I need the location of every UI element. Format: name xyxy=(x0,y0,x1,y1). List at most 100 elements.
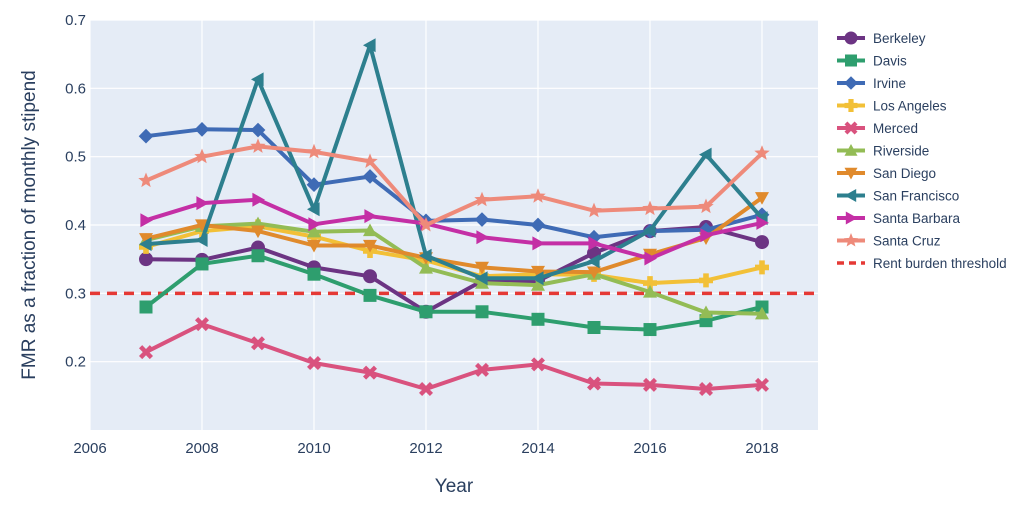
data-point xyxy=(252,192,265,207)
data-point xyxy=(250,122,266,138)
y-axis-label: FMR as a fraction of monthly stipend xyxy=(19,70,40,379)
data-point xyxy=(138,128,154,144)
data-point xyxy=(474,191,490,207)
data-point xyxy=(531,265,545,279)
legend-label: Rent burden threshold xyxy=(873,256,1007,271)
data-point xyxy=(755,377,769,392)
legend-item[interactable]: Riverside xyxy=(837,144,929,159)
data-point xyxy=(587,266,601,280)
series-line xyxy=(145,43,764,281)
data-point xyxy=(364,209,377,224)
legend-item[interactable]: Davis xyxy=(837,54,907,69)
legend-item[interactable]: Rent burden threshold xyxy=(837,256,1007,271)
x-tick-label: 2006 xyxy=(73,440,106,457)
legend-item[interactable]: San Diego xyxy=(837,166,936,181)
data-point xyxy=(250,138,266,153)
data-point xyxy=(140,213,153,228)
data-point xyxy=(362,153,378,168)
data-point xyxy=(586,202,602,218)
data-point xyxy=(699,305,713,319)
data-point xyxy=(139,233,153,246)
data-point xyxy=(419,248,432,263)
series-line xyxy=(145,221,763,316)
legend-marker xyxy=(844,189,857,202)
data-point xyxy=(195,219,209,232)
legend-item[interactable]: Santa Cruz xyxy=(837,233,941,249)
data-point xyxy=(700,228,713,243)
legend-label: Riverside xyxy=(873,144,929,159)
data-point xyxy=(643,276,657,291)
data-point xyxy=(139,237,152,252)
legend-item[interactable]: Santa Barbara xyxy=(837,211,961,226)
y-tick-label: 0.3 xyxy=(65,285,86,302)
x-axis-label: Year xyxy=(435,476,474,497)
series-san-francisco xyxy=(139,38,768,286)
x-tick-label: 2014 xyxy=(521,440,554,457)
data-point xyxy=(699,147,712,162)
data-point xyxy=(643,285,657,298)
legend-marker xyxy=(844,121,858,135)
data-point xyxy=(532,236,545,251)
data-point xyxy=(363,269,377,284)
data-point xyxy=(587,254,600,269)
data-point xyxy=(475,276,489,289)
data-point xyxy=(307,267,321,281)
series-line xyxy=(145,127,763,240)
data-point xyxy=(251,336,265,351)
data-point xyxy=(530,217,546,233)
data-point xyxy=(587,321,601,334)
x-tick-label: 2018 xyxy=(745,440,778,457)
legend[interactable]: Berkeley Davis Irvine Los Angeles Merced Rive… xyxy=(837,31,1007,271)
data-point xyxy=(643,323,657,337)
legend-item[interactable]: Irvine xyxy=(837,76,906,91)
legend-label: Irvine xyxy=(873,76,906,91)
y-tick-label: 0.4 xyxy=(65,217,86,234)
data-point xyxy=(475,305,489,319)
data-point xyxy=(754,145,770,160)
x-tick-label: 2010 xyxy=(297,440,330,457)
data-point xyxy=(307,239,321,253)
data-point xyxy=(588,236,601,251)
data-point xyxy=(419,382,433,396)
legend-item[interactable]: San Francisco xyxy=(837,189,959,204)
series-line xyxy=(145,196,764,275)
data-point xyxy=(531,357,545,372)
legend-marker xyxy=(844,144,858,156)
legend-marker xyxy=(844,99,858,112)
data-point xyxy=(755,192,769,205)
y-tick-label: 0.7 xyxy=(65,12,86,29)
data-point xyxy=(307,224,321,238)
legend-item[interactable]: Berkeley xyxy=(837,31,926,46)
data-point xyxy=(139,252,153,267)
data-point xyxy=(756,215,769,230)
data-point xyxy=(139,345,153,360)
data-point xyxy=(251,72,264,87)
data-point xyxy=(306,143,322,159)
series-irvine xyxy=(138,122,770,245)
x-tick-label: 2012 xyxy=(409,440,442,457)
data-point xyxy=(194,122,210,137)
data-point xyxy=(476,230,489,245)
data-point xyxy=(362,169,378,184)
data-point xyxy=(699,273,713,288)
data-point xyxy=(195,257,209,271)
y-tick-label: 0.2 xyxy=(65,354,86,371)
data-point xyxy=(474,212,490,227)
legend-item[interactable]: Merced xyxy=(837,121,918,136)
data-point xyxy=(363,239,377,253)
legend-marker xyxy=(844,76,858,90)
x-tick-label: 2016 xyxy=(633,440,666,457)
data-point xyxy=(475,362,489,377)
data-point xyxy=(308,217,321,232)
legend-marker xyxy=(844,31,858,45)
data-point xyxy=(531,278,545,291)
legend-marker xyxy=(845,211,858,225)
legend-label: San Francisco xyxy=(873,189,959,204)
y-tick-label: 0.5 xyxy=(65,149,86,166)
legend-item[interactable]: Los Angeles xyxy=(837,99,947,114)
data-point xyxy=(531,312,545,326)
data-point xyxy=(475,261,489,275)
data-point xyxy=(643,377,657,392)
legend-label: Davis xyxy=(873,54,907,69)
